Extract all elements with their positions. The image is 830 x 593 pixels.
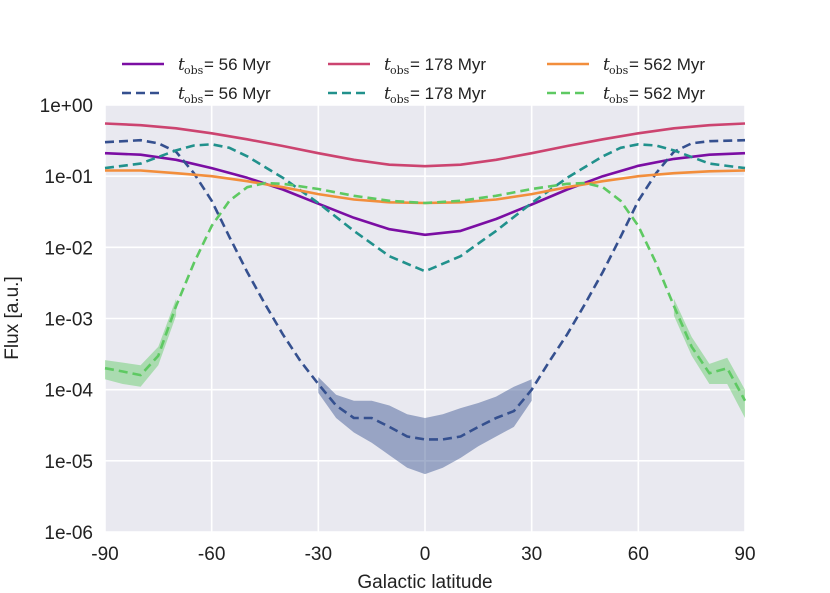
x-tick-label: 30 bbox=[521, 544, 542, 565]
x-tick-label: -90 bbox=[91, 544, 118, 565]
legend-symbol: t bbox=[603, 84, 610, 104]
series-line bbox=[104, 122, 746, 168]
error-band bbox=[105, 298, 177, 387]
y-tick-labels: 1e-06 1e-05 1e-04 1e-03 1e-02 1e-01 1e+00 bbox=[40, 96, 94, 544]
x-axis-label: Galactic latitude bbox=[357, 572, 492, 593]
legend-symbol: t bbox=[384, 84, 391, 104]
legend-subscript: obs bbox=[184, 93, 204, 106]
series-lines bbox=[104, 122, 747, 441]
error-bands bbox=[105, 298, 745, 475]
legend-subscript: obs bbox=[184, 64, 204, 77]
y-tick-label: 1e-01 bbox=[44, 167, 93, 188]
legend-label: = 178 Myr bbox=[410, 55, 486, 74]
legend-symbol: t bbox=[178, 55, 185, 75]
y-tick-label: 1e-03 bbox=[44, 310, 93, 331]
x-tick-label: 0 bbox=[420, 544, 431, 565]
legend-label: = 562 Myr bbox=[629, 55, 705, 74]
legend-subscript: obs bbox=[390, 64, 410, 77]
legend-symbol: t bbox=[178, 84, 185, 104]
legend-label: = 56 Myr bbox=[204, 84, 271, 103]
legend-label: = 562 Myr bbox=[629, 84, 705, 103]
series-line bbox=[104, 138, 746, 441]
legend-symbol: t bbox=[384, 55, 391, 75]
legend-subscript: obs bbox=[390, 93, 410, 106]
x-tick-label: 90 bbox=[734, 544, 755, 565]
legend-subscript: obs bbox=[609, 64, 629, 77]
legend-label: = 178 Myr bbox=[410, 84, 486, 103]
grid bbox=[104, 104, 746, 533]
y-axis-label: Flux [a.u.] bbox=[2, 276, 23, 359]
legend-subscript: obs bbox=[609, 93, 629, 106]
y-tick-label: 1e-02 bbox=[44, 238, 93, 259]
x-tick-label: -60 bbox=[198, 544, 225, 565]
x-tick-labels: -90 -60 -30 0 30 60 90 bbox=[91, 544, 755, 565]
error-band bbox=[318, 377, 532, 475]
series-line bbox=[104, 181, 747, 402]
series-line bbox=[104, 143, 746, 273]
y-tick-label: 1e-04 bbox=[44, 381, 93, 402]
legend-label: = 56 Myr bbox=[204, 55, 271, 74]
y-tick-label: 1e-05 bbox=[44, 452, 93, 473]
x-tick-label: 60 bbox=[628, 544, 649, 565]
x-tick-label: -30 bbox=[305, 544, 332, 565]
series-line bbox=[104, 151, 746, 237]
legend-symbol: t bbox=[603, 55, 610, 75]
y-tick-label: 1e-06 bbox=[44, 523, 93, 544]
y-tick-label: 1e+00 bbox=[40, 96, 93, 117]
